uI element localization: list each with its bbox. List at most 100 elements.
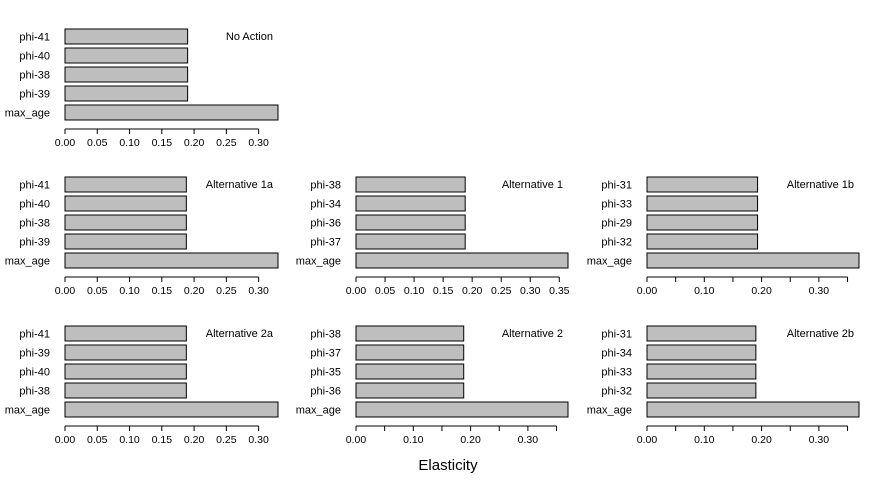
bar bbox=[64, 214, 187, 231]
category-label: phi-32 bbox=[601, 237, 632, 249]
bar bbox=[355, 401, 569, 418]
x-tick-label: 0.05 bbox=[375, 285, 396, 297]
category-label: phi-40 bbox=[19, 199, 50, 211]
x-tick-label: 0.20 bbox=[462, 285, 483, 297]
category-label: max_age bbox=[5, 405, 50, 417]
panel-title: Alternative 1b bbox=[787, 179, 854, 191]
bar bbox=[646, 325, 757, 342]
chart-panel: phi-38 phi-37 phi-35 phi-36 max_age Alternati… bbox=[296, 325, 569, 446]
bar bbox=[64, 344, 187, 361]
bar bbox=[64, 382, 187, 399]
bar bbox=[646, 195, 759, 212]
bar bbox=[646, 401, 860, 418]
x-tick-label: 0.25 bbox=[216, 434, 237, 446]
x-tick-label: 0.20 bbox=[184, 434, 205, 446]
x-tick-label: 0.30 bbox=[248, 137, 269, 149]
bar bbox=[355, 363, 465, 380]
panel-title: Alternative 2a bbox=[206, 328, 274, 340]
x-tick-label: 0.05 bbox=[87, 137, 108, 149]
x-tick-label: 0.25 bbox=[491, 285, 512, 297]
category-label: max_age bbox=[587, 256, 632, 268]
x-tick-label: 0.20 bbox=[184, 137, 205, 149]
x-tick-label: 0.00 bbox=[637, 434, 658, 446]
category-label: phi-37 bbox=[310, 348, 341, 360]
category-label: phi-38 bbox=[19, 386, 50, 398]
category-label: phi-38 bbox=[310, 329, 341, 341]
category-label: phi-29 bbox=[601, 218, 632, 230]
bar bbox=[64, 85, 189, 102]
bar bbox=[64, 325, 187, 342]
category-label: phi-32 bbox=[601, 386, 632, 398]
category-label: phi-41 bbox=[19, 329, 50, 341]
x-tick-label: 0.15 bbox=[152, 434, 173, 446]
bar bbox=[355, 344, 465, 361]
x-tick-label: 0.10 bbox=[119, 434, 140, 446]
x-axis-title: Elasticity bbox=[418, 457, 478, 474]
bar bbox=[355, 252, 569, 269]
x-tick-label: 0.00 bbox=[55, 434, 76, 446]
category-label: phi-39 bbox=[19, 348, 50, 360]
x-tick-label: 0.10 bbox=[119, 285, 140, 297]
x-tick-label: 0.00 bbox=[637, 285, 658, 297]
x-tick-label: 0.05 bbox=[87, 434, 108, 446]
x-tick-label: 0.00 bbox=[55, 137, 76, 149]
chart-panel: phi-41 phi-40 phi-38 phi-39 max_age No Action… bbox=[5, 28, 279, 149]
bar bbox=[355, 382, 465, 399]
category-label: phi-41 bbox=[19, 180, 50, 192]
chart-panel: phi-31 phi-34 phi-33 phi-32 max_age Alternati… bbox=[587, 325, 860, 446]
category-label: phi-37 bbox=[310, 237, 341, 249]
bar bbox=[646, 176, 759, 193]
x-tick-label: 0.30 bbox=[520, 285, 541, 297]
panel-title: No Action bbox=[226, 31, 273, 43]
bar bbox=[64, 66, 189, 83]
category-label: max_age bbox=[587, 405, 632, 417]
bar bbox=[64, 176, 187, 193]
bar bbox=[646, 382, 757, 399]
category-label: phi-38 bbox=[19, 218, 50, 230]
category-label: max_age bbox=[296, 405, 341, 417]
x-tick-label: 0.05 bbox=[87, 285, 108, 297]
bar bbox=[64, 104, 279, 121]
x-tick-label: 0.15 bbox=[152, 285, 173, 297]
bar bbox=[646, 344, 757, 361]
chart-panel: phi-41 phi-40 phi-38 phi-39 max_age Alternati… bbox=[5, 176, 279, 297]
category-label: phi-33 bbox=[601, 199, 632, 211]
x-tick-label: 0.30 bbox=[809, 285, 830, 297]
category-label: phi-38 bbox=[19, 70, 50, 82]
x-tick-label: 0.10 bbox=[694, 434, 715, 446]
x-tick-label: 0.20 bbox=[184, 285, 205, 297]
category-label: max_age bbox=[5, 256, 50, 268]
bar bbox=[64, 401, 279, 418]
category-label: phi-40 bbox=[19, 51, 50, 63]
category-label: phi-34 bbox=[310, 199, 341, 211]
category-label: max_age bbox=[5, 108, 50, 120]
x-tick-label: 0.20 bbox=[460, 434, 481, 446]
bar bbox=[64, 47, 189, 64]
category-label: phi-40 bbox=[19, 367, 50, 379]
panel-title: Alternative 2 bbox=[502, 328, 563, 340]
x-tick-label: 0.10 bbox=[404, 285, 425, 297]
x-tick-label: 0.20 bbox=[751, 434, 772, 446]
bar bbox=[64, 28, 189, 45]
bar bbox=[355, 325, 465, 342]
x-tick-label: 0.20 bbox=[751, 285, 772, 297]
x-tick-label: 0.10 bbox=[119, 137, 140, 149]
x-tick-label: 0.25 bbox=[216, 285, 237, 297]
category-label: phi-39 bbox=[19, 237, 50, 249]
bar bbox=[64, 363, 187, 380]
x-tick-label: 0.10 bbox=[694, 285, 715, 297]
x-tick-label: 0.00 bbox=[346, 285, 367, 297]
category-label: phi-38 bbox=[310, 180, 341, 192]
panel-title: Alternative 1 bbox=[502, 179, 563, 191]
category-label: phi-35 bbox=[310, 367, 341, 379]
category-label: phi-33 bbox=[601, 367, 632, 379]
chart-panel: phi-38 phi-34 phi-36 phi-37 max_age Alternati… bbox=[296, 176, 570, 297]
chart-panel: phi-31 phi-33 phi-29 phi-32 max_age Alternati… bbox=[587, 176, 860, 297]
bar bbox=[64, 233, 187, 250]
chart-panel: phi-41 phi-39 phi-40 phi-38 max_age Alternati… bbox=[5, 325, 279, 446]
bar bbox=[355, 233, 466, 250]
bar bbox=[355, 214, 466, 231]
category-label: phi-36 bbox=[310, 218, 341, 230]
category-label: phi-31 bbox=[601, 329, 632, 341]
